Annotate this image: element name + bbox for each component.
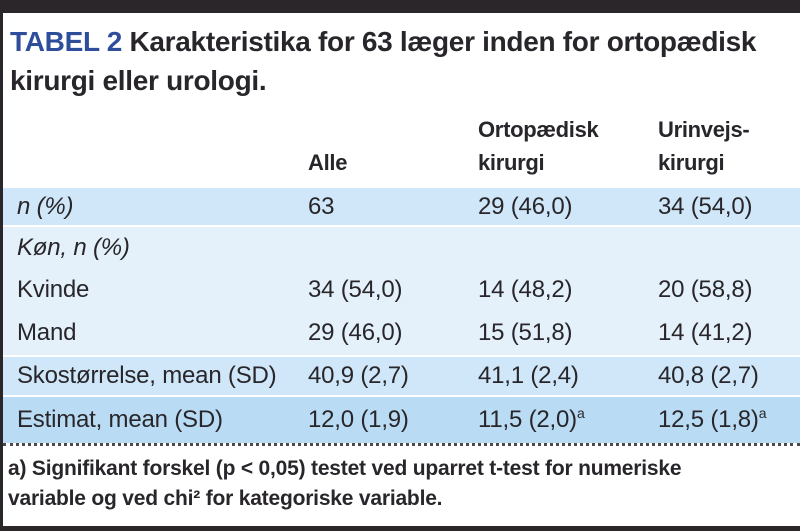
cell-value: 40,8 (2,7) xyxy=(658,362,759,389)
table-number-label: TABEL 2 xyxy=(10,26,122,57)
table-row: n (%) 63 29 (46,0) 34 (54,0) xyxy=(3,186,800,225)
cell-value: 34 (54,0) xyxy=(658,192,753,220)
table-body: n (%) 63 29 (46,0) 34 (54,0) Køn, n (%) Kvind… xyxy=(3,186,800,443)
table-row: Mand 29 (46,0) 15 (51,8) 14 (41,2) xyxy=(3,311,800,355)
table-row: Skostørrelse, mean (SD) 40,9 (2,7) 41,1 (2… xyxy=(3,355,800,395)
bottom-border xyxy=(3,526,800,531)
cell-value: 11,5 (2,0)a xyxy=(478,405,585,433)
cell-value: 63 xyxy=(308,192,335,220)
row-label: Estimat, mean (SD) xyxy=(17,406,223,433)
cell-value: 15 (51,8) xyxy=(478,319,573,346)
row-label: Skostørrelse, mean (SD) xyxy=(17,362,277,389)
row-label: Køn, n (%) xyxy=(17,233,130,261)
cell-value: 12,5 (1,8)a xyxy=(658,405,767,433)
table-title: TABEL 2 Karakteristika for 63 læger inde… xyxy=(3,13,800,100)
footnote: a) Signifikant forskel (p < 0,05) testet… xyxy=(3,443,800,514)
column-header: Alle xyxy=(308,150,348,175)
cell-value: 41,1 (2,4) xyxy=(478,362,579,389)
table-title-text: Karakteristika for 63 læger inden for or… xyxy=(10,26,757,96)
cell-value: 29 (46,0) xyxy=(478,192,573,220)
footnote-marker: a xyxy=(576,405,585,421)
cell-value: 34 (54,0) xyxy=(308,275,403,303)
cell-value: 14 (48,2) xyxy=(478,275,573,303)
column-header: Urinvejs- kirurgi xyxy=(658,117,750,175)
top-border xyxy=(3,0,800,13)
footnote-marker: a xyxy=(758,405,767,421)
cell-value: 29 (46,0) xyxy=(308,319,403,346)
cell-value: 40,9 (2,7) xyxy=(308,362,409,389)
row-label: Kvinde xyxy=(17,275,90,303)
table-row: Estimat, mean (SD) 12,0 (1,9) 11,5 (2,0)a 1… xyxy=(3,395,800,443)
cell-value: 12,0 (1,9) xyxy=(308,406,409,433)
column-header: Ortopædisk kirurgi xyxy=(478,117,599,175)
table-row: Kvinde 34 (54,0) 14 (48,2) 20 (58,8) xyxy=(3,268,800,311)
cell-value: 14 (41,2) xyxy=(658,319,753,346)
table-row: Køn, n (%) xyxy=(3,225,800,268)
cell-value: 20 (58,8) xyxy=(658,275,753,303)
row-label: n (%) xyxy=(17,192,74,220)
table-header-row: Alle Ortopædisk kirurgi Urinvejs- kirurgi xyxy=(3,100,800,186)
row-label: Mand xyxy=(17,319,77,346)
